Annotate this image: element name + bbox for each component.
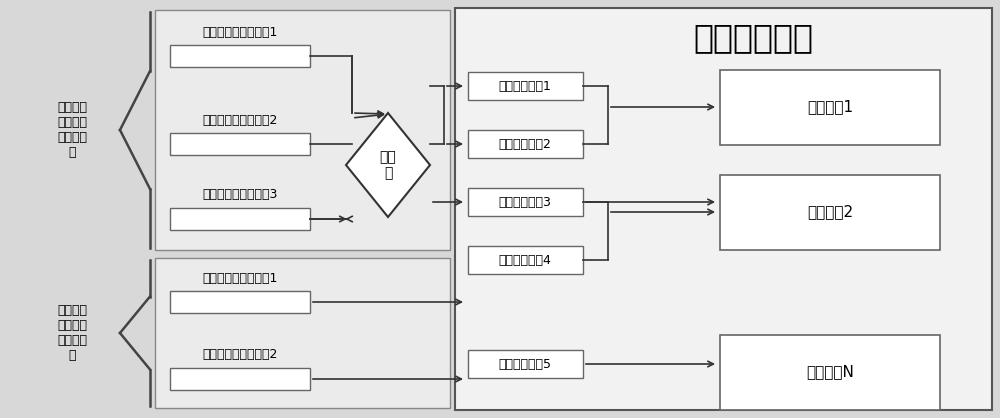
Bar [720,335,940,410]
Bar [468,188,583,216]
Text: 运算
器: 运算 器 [380,150,396,180]
Bar [468,246,583,274]
Text: 硬件开关量输入通道1: 硬件开关量输入通道1 [202,25,278,38]
Text: 继电保护装置: 继电保护装置 [693,21,813,54]
Text: 逻辑输入信号2: 逻辑输入信号2 [499,138,551,150]
Text: 保护逻辑N: 保护逻辑N [806,364,854,380]
Text: 逻辑输入信号3: 逻辑输入信号3 [499,196,551,209]
Text: 保护逻辑2: 保护逻辑2 [807,204,853,219]
Bar [720,175,940,250]
Text: 保护逻辑1: 保护逻辑1 [807,99,853,115]
Bar [455,8,992,410]
Bar [170,133,310,155]
Text: 硬件开关量输入通道3: 硬件开关量输入通道3 [202,189,278,201]
Bar [468,350,583,378]
Text: 硬件模拟
量输入矩
阵配置界
面: 硬件模拟 量输入矩 阵配置界 面 [57,304,87,362]
Text: 硬件开关量输入通道2: 硬件开关量输入通道2 [202,114,278,127]
Text: 逻辑输入信号5: 逻辑输入信号5 [498,357,552,370]
Text: 硬件模拟量输入通道2: 硬件模拟量输入通道2 [202,349,278,362]
Bar [155,258,450,408]
Text: 硬件开关
量输入矩
阵配置界
面: 硬件开关 量输入矩 阵配置界 面 [57,101,87,159]
Bar [468,72,583,100]
Text: 逻辑输入信号1: 逻辑输入信号1 [499,79,551,92]
Bar [170,291,310,313]
Bar [170,368,310,390]
Polygon shape [346,113,430,217]
Bar [720,70,940,145]
Bar [468,130,583,158]
Text: 硬件模拟量输入通道1: 硬件模拟量输入通道1 [202,272,278,285]
Text: 逻辑输入信号4: 逻辑输入信号4 [499,253,551,267]
Bar [155,10,450,250]
Bar [170,45,310,67]
Bar [170,208,310,230]
